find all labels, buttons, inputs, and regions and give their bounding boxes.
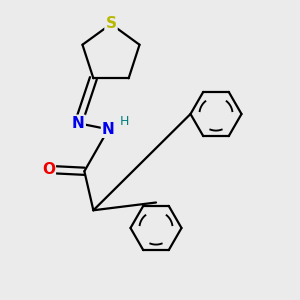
- Text: H: H: [120, 115, 130, 128]
- Text: N: N: [72, 116, 85, 131]
- Text: N: N: [102, 122, 115, 137]
- Text: O: O: [42, 162, 55, 177]
- Text: S: S: [106, 16, 116, 32]
